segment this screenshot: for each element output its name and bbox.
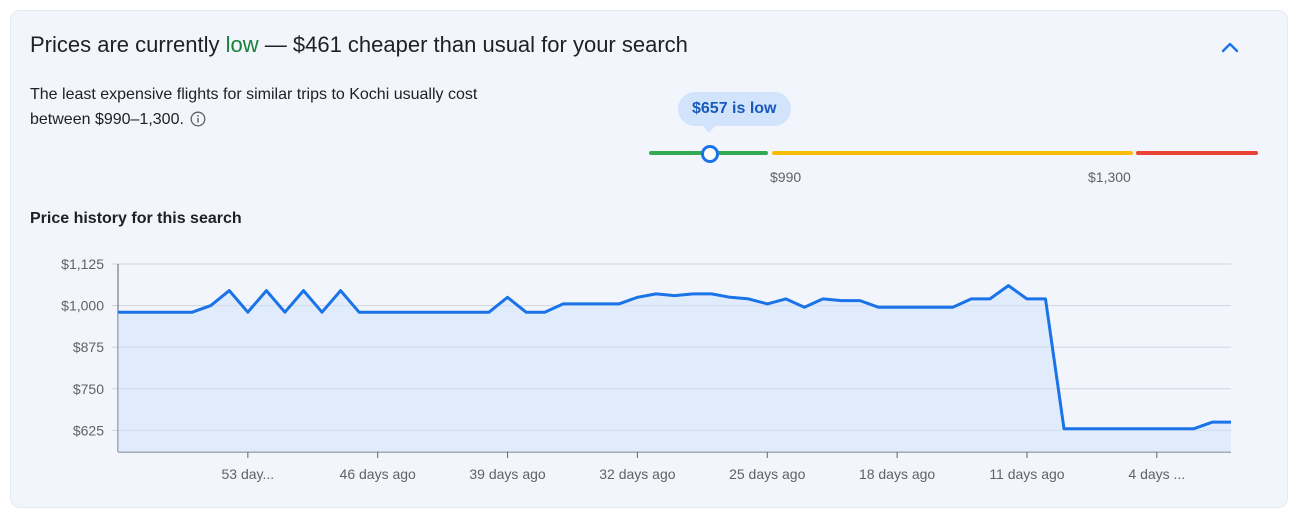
x-tick-label: 32 days ago: [599, 466, 675, 482]
y-tick-label: $625: [73, 422, 104, 438]
low-threshold-label: $990: [770, 169, 802, 185]
y-tick-label: $1,000: [61, 298, 104, 314]
high-range-bar: [1136, 151, 1258, 155]
x-tick-label: 53 day...: [222, 466, 275, 482]
x-tick-label: 46 days ago: [340, 466, 416, 482]
current-price-badge: $657 is low: [678, 92, 791, 126]
typical-range-bar: [772, 151, 1133, 155]
description-text: The least expensive flights for similar …: [30, 86, 478, 128]
chevron-up-icon: [1221, 42, 1239, 53]
price-headline: Prices are currently low — $461 cheaper …: [30, 32, 688, 58]
current-price-marker: [701, 145, 719, 163]
price-range-indicator: $657 is low $990 $1,300: [638, 92, 1258, 192]
y-tick-label: $875: [73, 339, 104, 355]
headline-suffix: — $461 cheaper than usual for your searc…: [258, 32, 688, 57]
y-tick-label: $750: [73, 381, 104, 397]
x-tick-label: 11 days ago: [989, 466, 1064, 482]
price-history-title: Price history for this search: [30, 210, 242, 227]
price-area: [118, 285, 1231, 452]
collapse-button[interactable]: [1216, 36, 1244, 58]
x-tick-label: 18 days ago: [859, 466, 935, 482]
price-line: [118, 284, 1231, 431]
x-tick-label: 39 days ago: [469, 466, 545, 482]
y-tick-label: $1,125: [61, 256, 104, 272]
headline-prefix: Prices are currently: [30, 32, 226, 57]
x-tick-label: 4 days ...: [1128, 466, 1185, 482]
price-description: The least expensive flights for similar …: [30, 82, 530, 135]
info-icon[interactable]: [190, 110, 206, 135]
headline-status: low: [225, 32, 259, 57]
badge-pointer: [702, 125, 716, 133]
x-tick-label: 25 days ago: [729, 466, 805, 482]
high-threshold-label: $1,300: [1088, 169, 1131, 185]
